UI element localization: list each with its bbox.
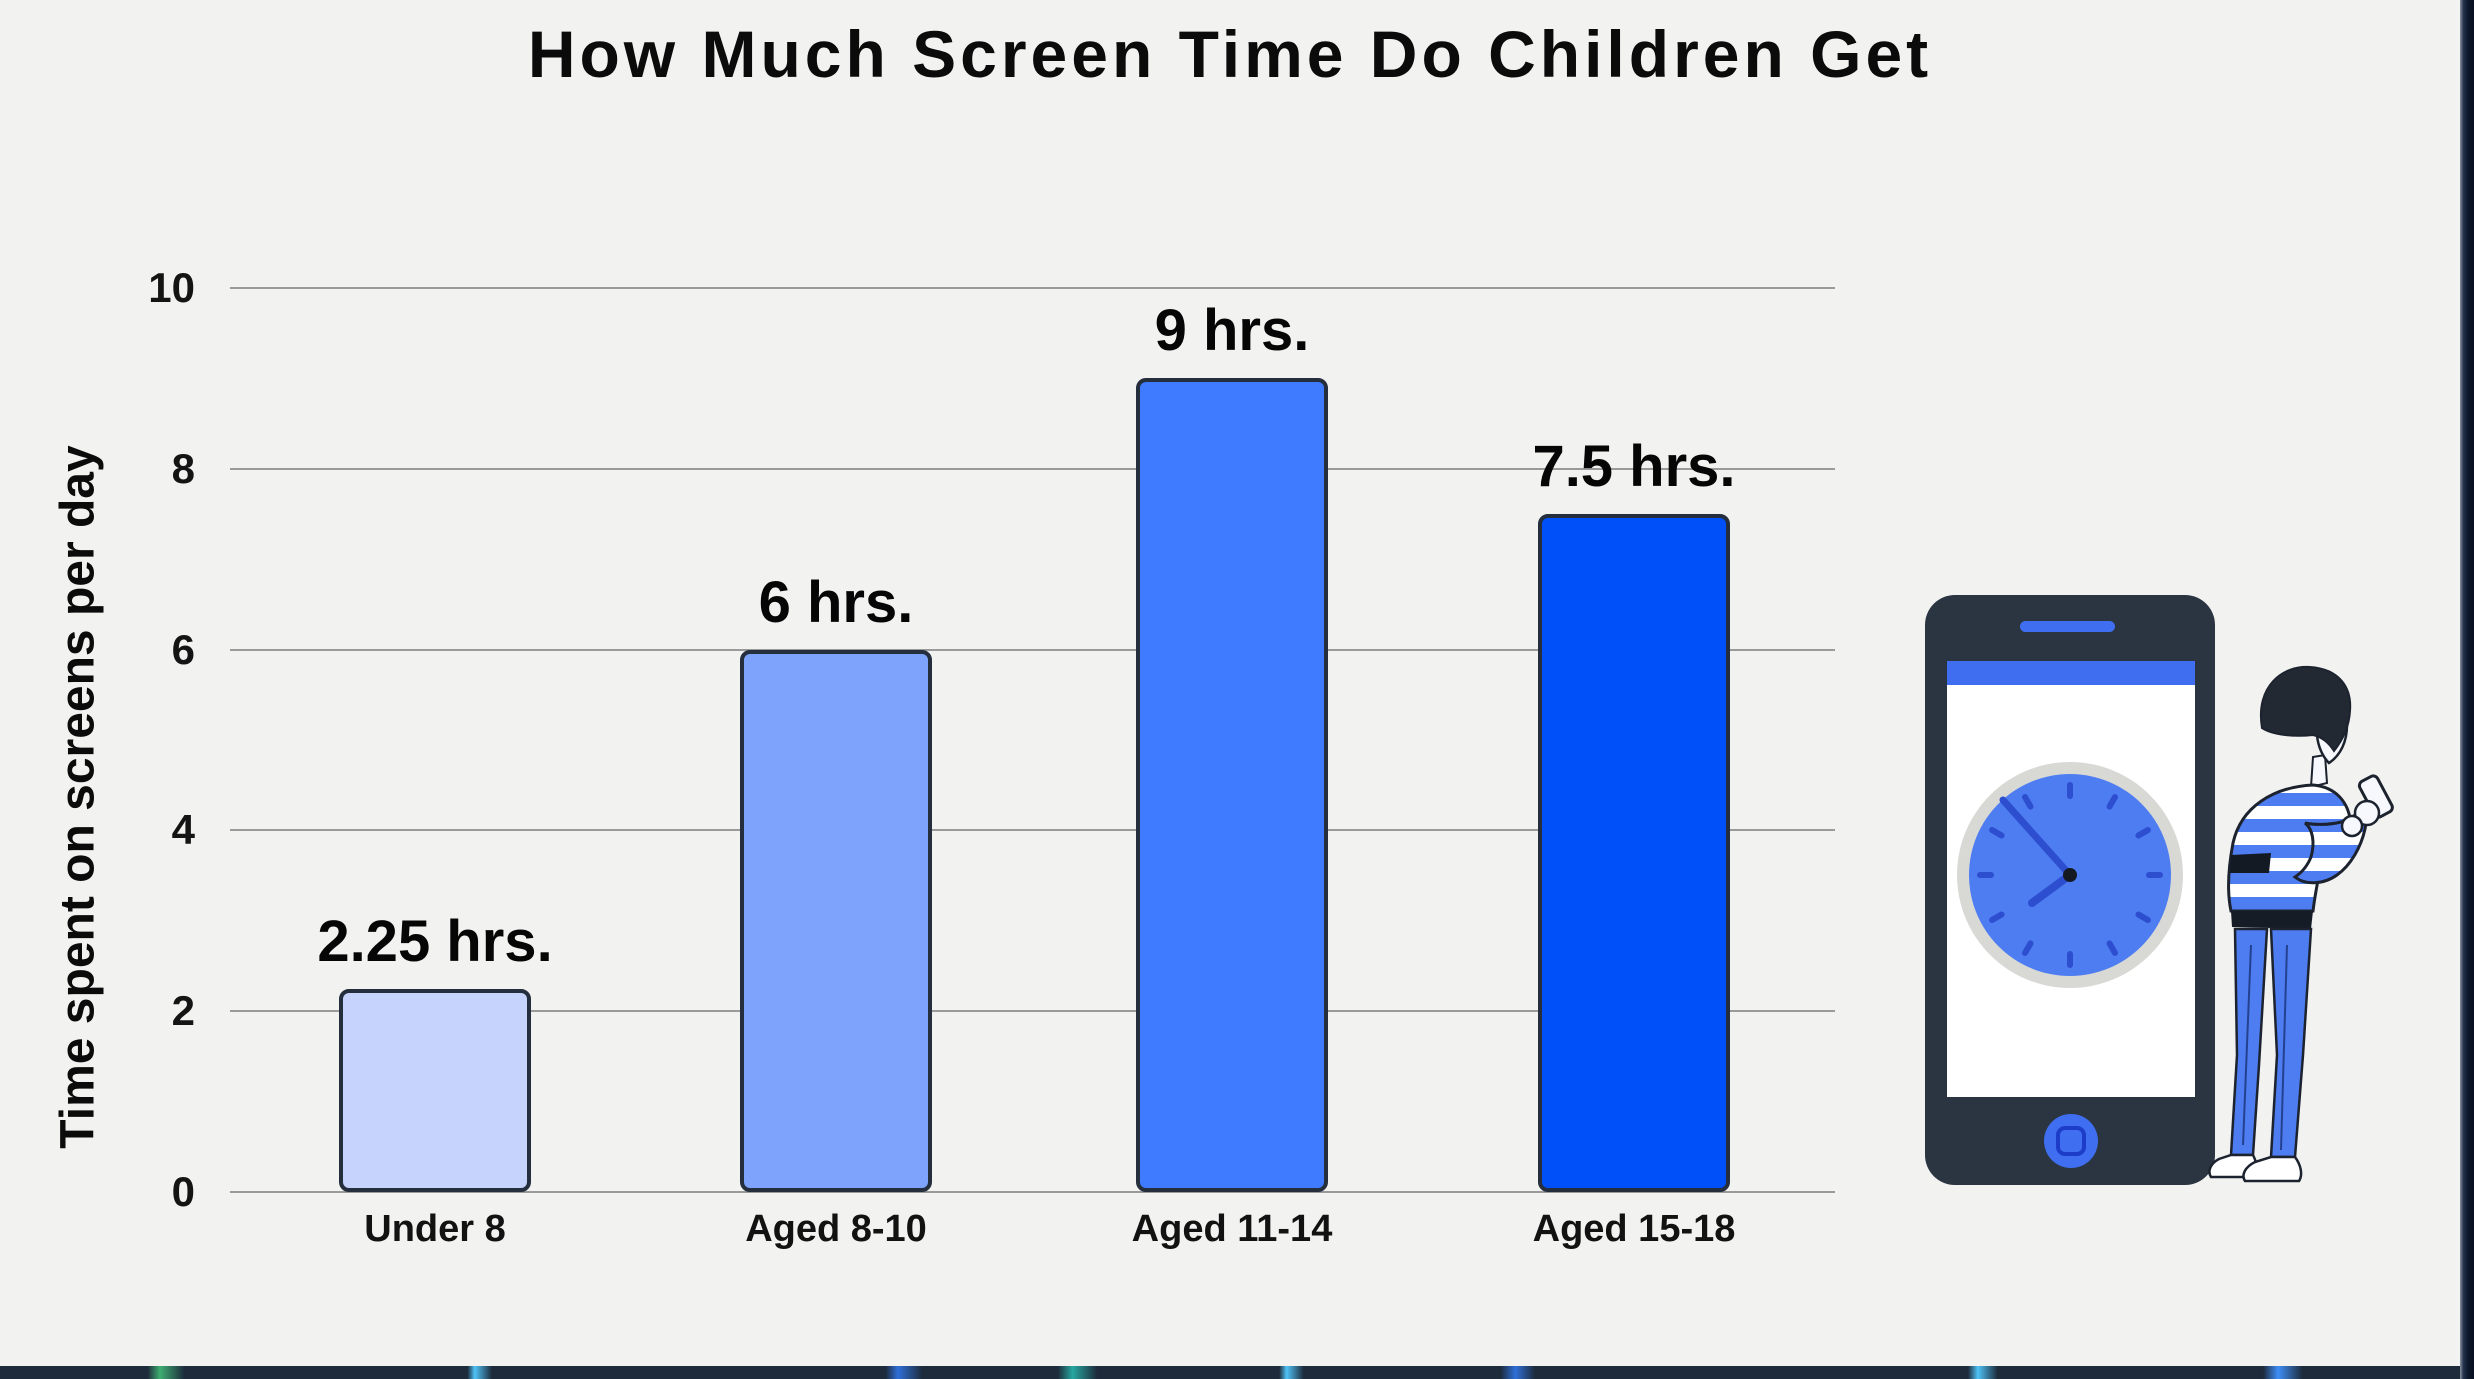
right-edge-strip <box>2460 0 2474 1379</box>
bar-value-label: 6 hrs. <box>758 569 914 635</box>
gridline <box>230 287 1835 289</box>
gridline <box>230 648 1835 651</box>
x-category-label: Aged 15-18 <box>1532 1208 1736 1250</box>
clock-tick <box>2135 827 2151 839</box>
x-category-label: Aged 8-10 <box>745 1208 927 1250</box>
gridline <box>230 1191 1835 1193</box>
phone-speaker <box>2020 621 2115 632</box>
plot-area: 2.25 hrs. 6 hrs. 9 hrs. 7.5 hrs. <box>230 287 1835 1193</box>
bar <box>339 988 531 1192</box>
phone-illustration <box>1925 595 2215 1185</box>
screen-time-illustration <box>1925 595 2394 1185</box>
clock-tick <box>2106 940 2118 956</box>
clock-tick <box>2067 782 2073 799</box>
person-back-leg <box>2229 927 2269 1157</box>
clock-tick <box>2146 872 2163 878</box>
clock-tick <box>2135 911 2151 923</box>
person-front-leg <box>2269 927 2313 1159</box>
bars-layer: 2.25 hrs. 6 hrs. 9 hrs. 7.5 hrs. <box>230 288 1835 1192</box>
person-waistband <box>2231 911 2313 929</box>
chart-title: How Much Screen Time Do Children Get <box>527 17 1933 91</box>
x-category-label: Aged 11-14 <box>1131 1208 1333 1250</box>
bar <box>1136 378 1328 1192</box>
clock-icon <box>1957 762 2183 988</box>
gridline <box>230 467 1835 470</box>
y-tick-label: 6 <box>171 625 195 673</box>
clock-tick <box>1989 911 2005 924</box>
y-tick-label: 10 <box>148 264 195 311</box>
person-figure <box>2208 665 2394 1183</box>
bar <box>740 649 932 1192</box>
clock-tick <box>2106 794 2118 810</box>
x-category-labels: Under 8 Aged 8-10 Aged 11-14 Aged 15-18 <box>230 1208 1835 1268</box>
clock-center-dot <box>2063 868 2077 882</box>
x-category-label: Under 8 <box>364 1208 506 1250</box>
bottom-edge-strip <box>0 1366 2460 1379</box>
person-hand <box>2353 799 2381 827</box>
bar-value-label: 2.25 hrs. <box>317 908 553 974</box>
clock-tick <box>2022 794 2034 810</box>
y-tick-label: 4 <box>171 806 195 854</box>
clock-ticks <box>1977 782 2163 968</box>
home-button-icon <box>2044 1114 2098 1168</box>
person-shoe-front <box>2242 1155 2303 1183</box>
bar <box>1538 514 1730 1192</box>
y-axis-title: Time spent on screens per day <box>51 445 105 1149</box>
clock-tick <box>1989 827 2005 839</box>
clock-tick <box>2022 940 2034 956</box>
person-back-strap <box>2230 853 2271 873</box>
pant-crease <box>2242 944 2252 1146</box>
gridline <box>230 1010 1835 1013</box>
pant-crease-2 <box>2280 944 2288 1151</box>
bar-value-label: 9 hrs. <box>1154 298 1310 364</box>
clock-hour-hand <box>2028 871 2074 907</box>
person-hair <box>2259 665 2352 753</box>
person-hand-2 <box>2340 814 2364 838</box>
y-tick-label: 2 <box>171 987 195 1035</box>
clock-tick <box>1977 872 1994 878</box>
bar-value-label: 7.5 hrs. <box>1532 434 1736 499</box>
gridline <box>230 829 1835 832</box>
person-neck <box>2309 753 2329 789</box>
clock-tick <box>2067 951 2073 968</box>
y-tick-label: 8 <box>171 444 195 492</box>
phone-screen-topbar <box>1947 661 2195 685</box>
clock-minute-hand <box>1999 796 2074 879</box>
y-tick-label: 0 <box>171 1168 195 1215</box>
